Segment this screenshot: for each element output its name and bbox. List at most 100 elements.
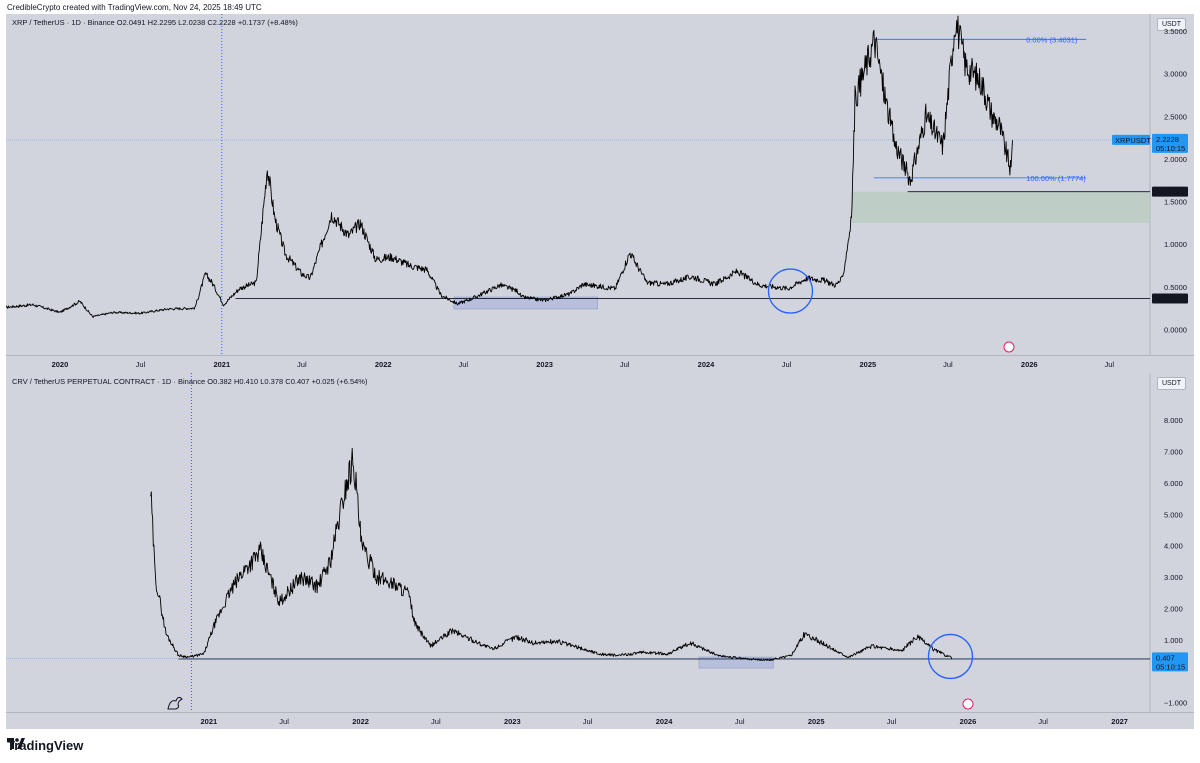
tradingview-logo-icon: [7, 738, 25, 749]
crv-time-axis-svg: 2021 Jul 2022 Jul 2023 Jul 2024 Jul 2025 Jul 2026 J…: [201, 717, 1128, 726]
xrp-event-icon: [1003, 341, 1015, 353]
xrp-price-line: [5, 15, 1013, 318]
xrp-last-price-text: 2.2228: [1156, 135, 1179, 144]
xrp-symbol-tag-text: XRPUSDT: [1115, 136, 1151, 145]
xrp-fib-100-label: 100.00% (1.7774): [1026, 174, 1086, 183]
crv-ytick-label: 4.000: [1164, 542, 1183, 551]
tradingview-wordmark: TradingView: [7, 738, 84, 753]
xrp-high: 2.2295: [153, 18, 177, 27]
crv-xtick-label: Jul: [1038, 717, 1048, 726]
crv-event-icon: [962, 698, 974, 710]
crv-high: 0.410: [239, 377, 259, 386]
crv-currency-button[interactable]: USDT: [1156, 377, 1186, 390]
crv-ytick-label: 8.000: [1164, 416, 1183, 425]
xrp-high-label: H: [147, 18, 154, 27]
crv-last-price-tag: [1152, 652, 1188, 672]
crv-xtick-label: Jul: [279, 717, 289, 726]
crv-listing-icon: [167, 696, 183, 710]
crv-low-label: L: [260, 377, 265, 386]
xrp-symbol-tag: [1112, 134, 1150, 145]
crv-xtick-label: 2022: [352, 717, 369, 726]
xrp-open: 2.0491: [122, 18, 146, 27]
xrp-xtick-label: 2026: [1021, 360, 1038, 369]
crv-legend: CRV / TetherUS PERPETUAL CONTRACT · 1D ·…: [12, 377, 367, 386]
crv-countdown-text: 05:10:15: [1156, 662, 1185, 671]
xrp-ytick-label: 3.0000: [1164, 70, 1187, 79]
crv-xtick-label: Jul: [583, 717, 593, 726]
crv-xtick-label: Jul: [887, 717, 897, 726]
xrp-time-axis[interactable]: 2020 Jul 2021 Jul 2022 Jul 2023 Jul 2024 Jul 2025 J…: [6, 355, 1194, 373]
crv-xtick-label: 2021: [201, 717, 218, 726]
xrp-support-price-text: 0.3622: [1156, 295, 1179, 304]
xrp-xtick-label: 2024: [698, 360, 716, 369]
xrp-zone-price-tag: [1152, 186, 1188, 197]
xrp-last-price-tag: [1152, 133, 1188, 153]
crv-open-label: O: [207, 377, 214, 386]
xrp-highlight-circle: [767, 268, 814, 314]
xrp-xtick-label: Jul: [620, 360, 630, 369]
crv-close: 0.407: [290, 377, 310, 386]
crv-close-label: C: [285, 377, 291, 386]
xrp-countdown-text: 05:10:15: [1156, 144, 1185, 153]
crv-xtick-label: Jul: [431, 717, 441, 726]
xrp-chart-pane[interactable]: XRP / TetherUS · 1D · Binance O2.0491 H2…: [5, 14, 1194, 355]
crv-price-line: [150, 447, 953, 662]
crv-ytick-label: −1.000: [1164, 699, 1187, 708]
xrp-low-label: L: [178, 18, 183, 27]
crv-xtick-label: 2023: [504, 717, 521, 726]
xrp-legend: XRP / TetherUS · 1D · Binance O2.0491 H2…: [12, 18, 298, 27]
xrp-close-label: C: [207, 18, 213, 27]
xrp-symbol: XRP / TetherUS · 1D · Binance: [12, 18, 115, 27]
crv-ytick-label: 6.000: [1164, 479, 1183, 488]
crv-xtick-label: Jul: [735, 717, 745, 726]
crv-low: 0.378: [264, 377, 284, 386]
crv-symbol: CRV / TetherUS PERPETUAL CONTRACT · 1D ·…: [12, 377, 206, 386]
xrp-ytick-label: 1.0000: [1164, 240, 1187, 249]
crv-chart-pane[interactable]: CRV / TetherUS PERPETUAL CONTRACT · 1D ·…: [6, 373, 1194, 712]
xrp-xtick-label: Jul: [943, 360, 953, 369]
crv-time-axis[interactable]: 2021 Jul 2022 Jul 2023 Jul 2024 Jul 2025 Jul 2026 J…: [6, 712, 1194, 729]
xrp-ytick-label: 2.5000: [1164, 112, 1187, 121]
xrp-xtick-label: 2025: [860, 360, 877, 369]
crv-xtick-label: 2024: [656, 717, 674, 726]
xrp-ytick-label: 2.0000: [1164, 155, 1187, 164]
xrp-xtick-label: 2022: [375, 360, 392, 369]
crv-last-price-text: 0.407: [1156, 653, 1175, 662]
xrp-time-axis-svg: 2020 Jul 2021 Jul 2022 Jul 2023 Jul 2024 Jul 2025 J…: [52, 360, 1115, 369]
xrp-zone-price-text: 1.6158: [1156, 188, 1179, 197]
xrp-xtick-label: Jul: [458, 360, 468, 369]
crv-xtick-label: 2025: [808, 717, 825, 726]
crv-open: 0.382: [213, 377, 232, 386]
crv-ytick-label: 2.000: [1164, 604, 1183, 613]
chart-credit: CredibleCrypto created with TradingView.…: [7, 3, 262, 12]
xrp-xtick-label: Jul: [297, 360, 307, 369]
crv-plot: 8.000 7.000 6.000 5.000 4.000 3.000 2.000 1.000…: [6, 373, 1188, 712]
crv-ytick-label: 1.000: [1164, 636, 1183, 645]
xrp-ytick-label: 3.5000: [1164, 27, 1187, 36]
crv-ytick-label: 3.000: [1164, 573, 1183, 582]
crv-xtick-label: 2027: [1111, 717, 1128, 726]
xrp-close: 2.2228: [212, 18, 236, 27]
tradingview-logo: TradingView: [7, 738, 83, 753]
xrp-xtick-label: 2023: [536, 360, 553, 369]
xrp-support-price-tag: [1152, 293, 1188, 304]
xrp-xtick-label: 2020: [52, 360, 69, 369]
crv-blue-zone: [698, 656, 774, 669]
crv-xtick-label: 2026: [960, 717, 977, 726]
xrp-low: 2.0238: [182, 18, 206, 27]
crv-change: +0.025 (+6.54%): [311, 377, 368, 386]
xrp-xtick-label: 2021: [213, 360, 230, 369]
xrp-change: +0.1737 (+8.48%): [237, 18, 298, 27]
xrp-xtick-label: Jul: [782, 360, 792, 369]
xrp-xtick-label: Jul: [1105, 360, 1115, 369]
crv-ytick-label: 5.000: [1164, 510, 1183, 519]
xrp-fib-0-label: 0.00% (3.4031): [1026, 35, 1078, 44]
xrp-ytick-label: 0.5000: [1164, 283, 1187, 292]
xrp-open-label: O: [116, 18, 123, 27]
xrp-xtick-label: Jul: [136, 360, 146, 369]
xrp-currency-button[interactable]: USDT: [1156, 18, 1186, 31]
crv-highlight-circle: [927, 633, 974, 680]
xrp-ytick-label: 1.5000: [1164, 198, 1187, 207]
xrp-ytick-label: 0.0000: [1164, 325, 1187, 334]
crv-ytick-label: 7.000: [1164, 447, 1183, 456]
